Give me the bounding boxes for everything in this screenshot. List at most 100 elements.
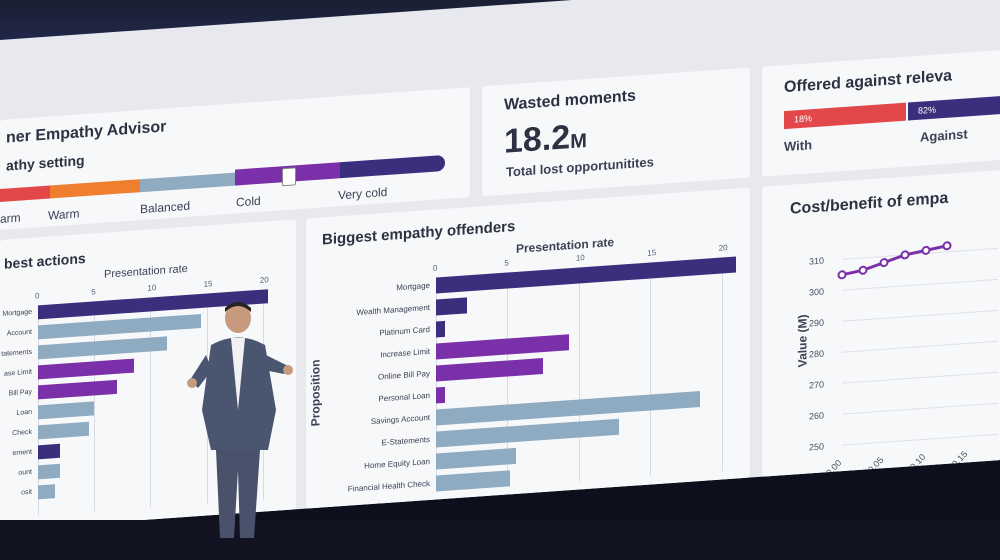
y-tick-label: 270: [809, 379, 824, 390]
with-pct: 18%: [794, 113, 813, 125]
category-label: ount: [18, 468, 32, 477]
category-label: Mortgage: [396, 280, 430, 293]
offered-with-bar: 18%: [784, 102, 906, 130]
bar[interactable]: [38, 358, 134, 380]
y-tick-label: 290: [809, 318, 824, 329]
data-point[interactable]: [942, 241, 952, 251]
bar[interactable]: [436, 447, 516, 470]
offenders-y-title: Proposition: [308, 359, 323, 427]
slider-segment-very-cold: [340, 154, 445, 179]
gridline: [842, 402, 998, 415]
level-label-1: arm: [0, 210, 21, 226]
level-label-4: Cold: [236, 193, 261, 210]
x-tick-label: 20: [259, 275, 269, 285]
data-point[interactable]: [921, 245, 931, 255]
wasted-value: 18.2M: [504, 117, 587, 162]
wasted-unit: M: [570, 129, 587, 154]
category-label: Loan: [16, 408, 32, 417]
gridline: [578, 267, 580, 482]
gridline: [842, 247, 998, 260]
x-tick-label: 0: [35, 291, 40, 301]
x-tick-label: 0.05: [866, 455, 885, 475]
category-label: Wealth Management: [356, 302, 430, 318]
offenders-title: Biggest empathy offenders: [322, 217, 516, 249]
category-label: ase Limit: [3, 368, 32, 378]
wasted-title: Wasted moments: [504, 87, 636, 114]
y-tick-label: 260: [809, 410, 824, 421]
category-label: Savings Account: [370, 412, 430, 427]
x-tick-label: 15: [647, 248, 657, 258]
y-tick-label: 300: [809, 287, 824, 298]
y-tick-label: 250: [809, 441, 824, 452]
offered-card: Offered against releva 18% 82% With Agai…: [762, 50, 1000, 177]
bar[interactable]: [38, 401, 95, 420]
offenders-plot: 0 5 10 15 20 Mortgage Wealth Management Platinu…: [348, 243, 736, 494]
data-point[interactable]: [879, 258, 889, 268]
best-x-title: Presentation rate: [104, 262, 188, 281]
with-label: With: [784, 137, 813, 155]
gridline: [842, 278, 998, 291]
slider-segment-balanced: [140, 172, 235, 193]
category-label: Platinum Card: [379, 324, 430, 338]
category-label: ement: [12, 448, 32, 458]
x-tick-label: 0.15: [950, 449, 969, 469]
slider-handle[interactable]: [282, 167, 296, 187]
bar[interactable]: [38, 421, 89, 440]
level-label-5: Very cold: [338, 184, 388, 203]
offered-title: Offered against releva: [784, 67, 953, 97]
slider-segment-warm-2: [50, 179, 140, 199]
x-tick-label: 0.10: [908, 452, 927, 472]
x-tick-label: 5: [91, 287, 96, 297]
x-tick-label: 5: [504, 258, 509, 268]
dashboard-screen: ner Empathy Advisor athy setting arm War…: [0, 0, 1000, 531]
bar[interactable]: [436, 256, 736, 294]
category-label: Financial Health Check: [347, 478, 430, 494]
empathy-setting-label: athy setting: [6, 152, 85, 174]
bar[interactable]: [436, 386, 445, 404]
category-label: Check: [12, 428, 32, 438]
data-point[interactable]: [900, 250, 910, 260]
level-label-3: Balanced: [140, 198, 191, 217]
gridline: [842, 433, 998, 446]
category-label: Home Equity Loan: [364, 456, 430, 471]
bar[interactable]: [436, 297, 468, 316]
bar[interactable]: [38, 463, 61, 480]
cost-benefit-card: Cost/benefit of empa Value (M) 310 300 290…: [762, 170, 1000, 477]
against-pct: 82%: [918, 104, 937, 116]
against-label: Against: [920, 126, 968, 145]
bar[interactable]: [436, 470, 511, 492]
bar[interactable]: [436, 320, 445, 338]
best-actions-title: best actions: [4, 250, 86, 272]
category-label: Bill Pay: [8, 388, 32, 398]
category-label: Increase Limit: [380, 346, 430, 360]
x-tick-label: 15: [203, 279, 213, 289]
gridline: [842, 371, 998, 384]
bar[interactable]: [38, 443, 61, 460]
presenter-figure: [187, 302, 293, 538]
category-label: Account: [6, 328, 32, 338]
x-tick-label: 10: [575, 253, 585, 263]
empathy-offenders-card: Biggest empathy offenders Presentation r…: [306, 187, 750, 509]
offered-against-bar: 82%: [908, 96, 1000, 121]
bar[interactable]: [38, 484, 55, 500]
bar[interactable]: [436, 334, 569, 360]
category-label: Mortgage: [2, 308, 32, 318]
bar[interactable]: [436, 391, 701, 426]
data-point[interactable]: [858, 265, 868, 275]
offenders-x-title: Presentation rate: [516, 235, 615, 256]
x-tick-label: 0: [433, 263, 438, 273]
bar[interactable]: [38, 336, 168, 360]
level-label-2: Warm: [48, 206, 80, 223]
bar[interactable]: [38, 379, 117, 400]
y-tick-label: 310: [809, 256, 824, 267]
gridline: [721, 257, 723, 472]
wasted-number: 18.2: [504, 118, 571, 161]
x-tick-label: 10: [147, 283, 157, 293]
stage-floor: [0, 520, 1000, 560]
category-label: tatements: [1, 348, 32, 358]
data-point[interactable]: [837, 270, 847, 280]
bar[interactable]: [436, 358, 544, 382]
gridline: [842, 340, 998, 353]
category-label: Online Bill Pay: [377, 368, 430, 382]
